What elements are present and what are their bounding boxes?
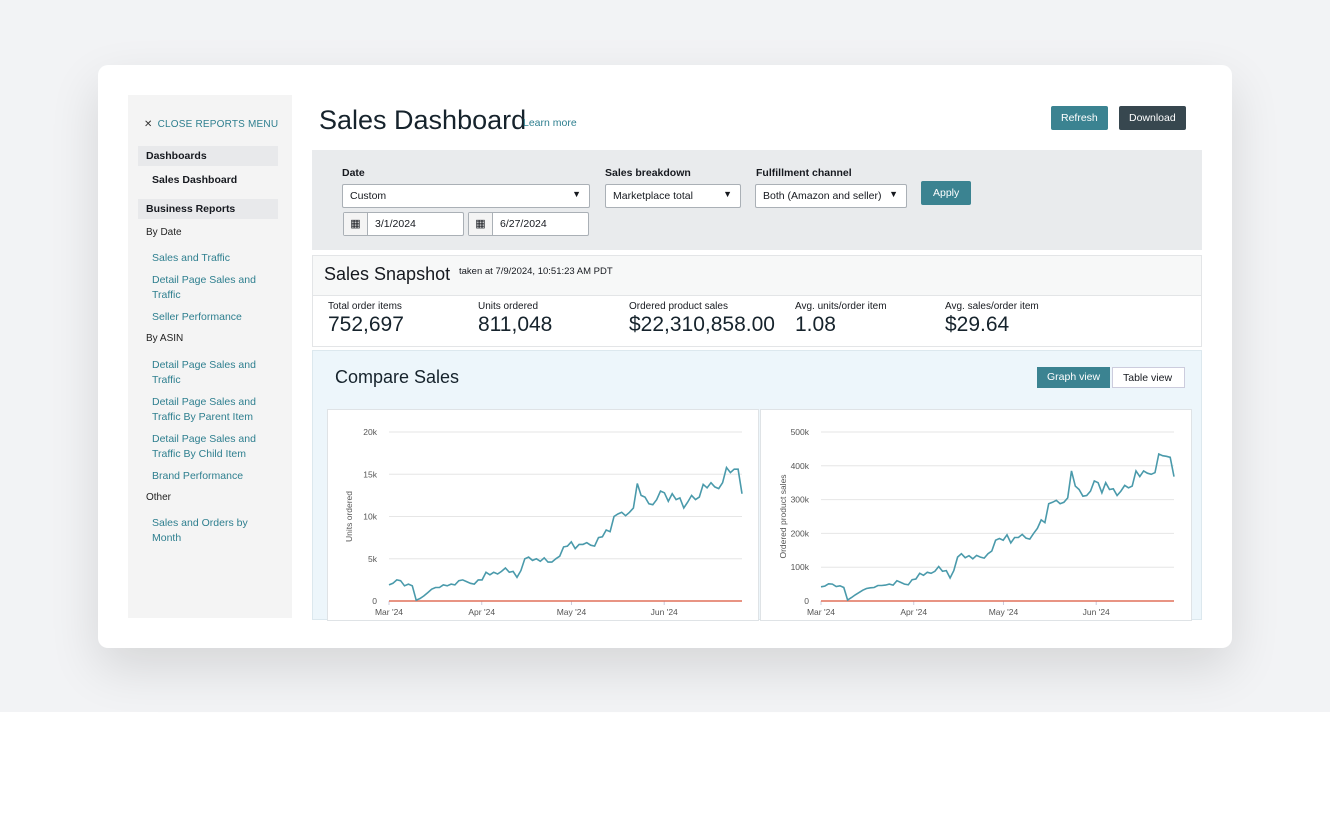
sidebar-item-asin-parent[interactable]: Detail Page Sales and Traffic By Parent … xyxy=(152,396,256,423)
breakdown-value: Marketplace total xyxy=(613,190,693,202)
y-tick-label: 0 xyxy=(372,596,377,606)
y-tick-label: 300k xyxy=(791,495,810,505)
sidebar-item-asin-child[interactable]: Detail Page Sales and Traffic By Child I… xyxy=(152,433,256,460)
calendar-icon[interactable]: ▦ xyxy=(344,213,368,235)
apply-button[interactable]: Apply xyxy=(921,181,972,205)
series-line xyxy=(820,452,1175,602)
x-tick-label: Mar '24 xyxy=(807,607,835,617)
date-range-select[interactable]: Custom ▼ xyxy=(342,184,590,208)
kpi-label: Total order items xyxy=(328,301,402,312)
x-tick-label: Jun '24 xyxy=(1083,607,1110,617)
sidebar-item-sales-traffic[interactable]: Sales and Traffic xyxy=(152,252,231,264)
y-tick-label: 10k xyxy=(363,512,377,522)
y-tick-label: 200k xyxy=(791,528,810,538)
start-date-input[interactable]: ▦ 3/1/2024 xyxy=(343,212,464,236)
sales-snapshot: Sales Snapshot taken at 7/9/2024, 10:51:… xyxy=(312,255,1202,347)
end-date-input[interactable]: ▦ 6/27/2024 xyxy=(468,212,589,236)
kpi-value: $22,310,858.00 xyxy=(629,313,775,336)
series-line xyxy=(388,465,743,602)
group-by-date: By Date xyxy=(146,227,182,238)
date-range-value: Custom xyxy=(350,190,387,202)
group-other: Other xyxy=(146,492,172,503)
learn-more-link[interactable]: Learn more xyxy=(523,117,577,129)
date-label: Date xyxy=(342,167,365,179)
compare-title: Compare Sales xyxy=(335,367,460,387)
kpi-total-order-items: Total order items 752,697 xyxy=(328,301,404,337)
chevron-down-icon: ▼ xyxy=(723,189,732,199)
start-date-value: 3/1/2024 xyxy=(375,218,416,230)
x-tick-label: May '24 xyxy=(557,607,587,617)
y-tick-label: 0 xyxy=(804,596,809,606)
x-tick-label: Jun '24 xyxy=(651,607,678,617)
calendar-icon[interactable]: ▦ xyxy=(469,213,493,235)
kpi-value: $29.64 xyxy=(945,313,1010,336)
sales-breakdown-select[interactable]: Marketplace total ▼ xyxy=(605,184,741,208)
y-axis-label: Ordered product sales xyxy=(778,474,788,558)
breakdown-label: Sales breakdown xyxy=(605,167,691,179)
kpi-label: Units ordered xyxy=(478,301,539,312)
y-tick-label: 500k xyxy=(791,427,810,437)
x-tick-label: May '24 xyxy=(989,607,1019,617)
y-axis-label: Units ordered xyxy=(344,491,354,542)
kpi-value: 811,048 xyxy=(478,313,553,336)
kpi-value: 752,697 xyxy=(328,313,404,336)
x-tick-label: Apr '24 xyxy=(468,607,495,617)
kpi-avg-units: Avg. units/order item 1.08 xyxy=(795,301,887,337)
table-view-tab[interactable]: Table view xyxy=(1112,367,1185,388)
chevron-down-icon: ▼ xyxy=(889,189,898,199)
page-title: Sales Dashboard xyxy=(319,105,527,135)
snapshot-timestamp: taken at 7/9/2024, 10:51:23 AM PDT xyxy=(459,266,613,277)
kpi-units-ordered: Units ordered 811,048 xyxy=(478,301,552,337)
chevron-down-icon: ▼ xyxy=(572,189,581,199)
compare-sales-panel: Compare Sales Graph view Table view 0 5k 1… xyxy=(312,350,1202,621)
group-by-asin: By ASIN xyxy=(146,333,184,344)
fulfillment-value: Both (Amazon and seller) xyxy=(763,190,882,202)
fulfillment-label: Fulfillment channel xyxy=(756,167,852,179)
refresh-button[interactable]: Refresh xyxy=(1051,106,1108,130)
sidebar-item-sales-orders-month[interactable]: Sales and Orders by Month xyxy=(152,517,248,544)
kpi-avg-sales: Avg. sales/order item $29.64 xyxy=(945,301,1039,337)
filters-panel: Date Custom ▼ ▦ 3/1/2024 ▦ 6/27/2024 Sales … xyxy=(312,150,1202,250)
kpi-label: Avg. units/order item xyxy=(795,301,887,312)
x-tick-label: Apr '24 xyxy=(900,607,927,617)
y-tick-label: 20k xyxy=(363,427,377,437)
fulfillment-channel-select[interactable]: Both (Amazon and seller) ▼ xyxy=(755,184,907,208)
y-tick-label: 15k xyxy=(363,469,377,479)
dashboard-window: ✕ CLOSE REPORTS MENU Dashboards Sales Das… xyxy=(98,65,1232,648)
sidebar-item-brand-performance[interactable]: Brand Performance xyxy=(152,470,244,482)
x-tick-label: Mar '24 xyxy=(375,607,403,617)
y-tick-label: 100k xyxy=(791,562,810,572)
close-icon: ✕ xyxy=(144,119,153,130)
y-tick-label: 400k xyxy=(791,461,810,471)
sidebar-item-sales-dashboard[interactable]: Sales Dashboard xyxy=(152,174,238,186)
product-sales-chart: 0 100k 200k 300k 400k 500k Mar '24 Apr '24 May '… xyxy=(760,409,1192,621)
snapshot-title: Sales Snapshot xyxy=(324,264,451,284)
kpi-label: Avg. sales/order item xyxy=(945,301,1039,312)
kpi-label: Ordered product sales xyxy=(629,301,728,312)
end-date-value: 6/27/2024 xyxy=(500,218,547,230)
y-tick-label: 5k xyxy=(368,554,378,564)
sidebar-item-seller-performance[interactable]: Seller Performance xyxy=(152,311,242,323)
download-button[interactable]: Download xyxy=(1119,106,1186,130)
reports-sidebar: ✕ CLOSE REPORTS MENU Dashboards Sales Das… xyxy=(128,95,292,618)
sidebar-item-asin-detail[interactable]: Detail Page Sales and Traffic xyxy=(152,359,256,386)
section-dashboards: Dashboards xyxy=(138,146,278,166)
graph-view-tab[interactable]: Graph view xyxy=(1037,367,1111,388)
sidebar-item-detail-page[interactable]: Detail Page Sales and Traffic xyxy=(152,274,256,301)
kpi-value: 1.08 xyxy=(795,313,836,336)
section-business-reports: Business Reports xyxy=(138,199,278,219)
kpi-ordered-product-sales: Ordered product sales $22,310,858.00 xyxy=(629,301,775,337)
close-reports-menu[interactable]: ✕ CLOSE REPORTS MENU xyxy=(144,119,279,130)
units-ordered-chart: 0 5k 10k 15k 20k Mar '24 Apr '24 May '24 Jun '24… xyxy=(327,409,759,621)
